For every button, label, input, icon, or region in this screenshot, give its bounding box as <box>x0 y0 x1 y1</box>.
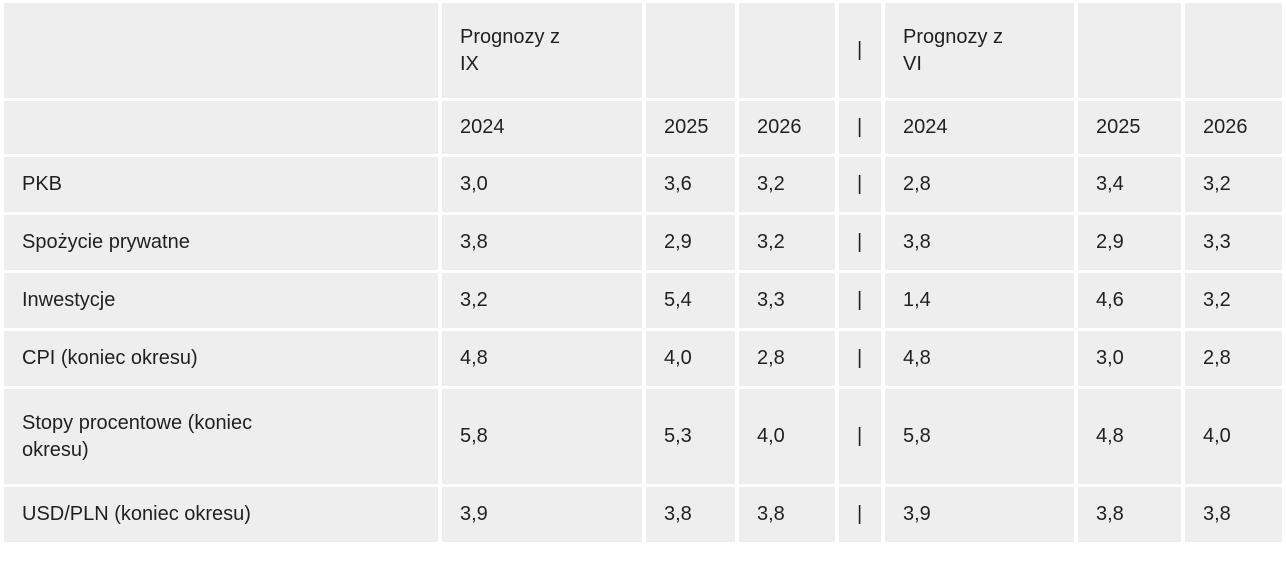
cell-value: 2,8 <box>739 331 835 386</box>
group-header-empty <box>1185 3 1282 98</box>
cell-value: 5,8 <box>442 389 642 484</box>
table-row-inwestycje: Inwestycje 3,2 5,4 3,3 | 1,4 4,6 3,2 <box>4 273 1282 328</box>
cell-value: 3,8 <box>442 215 642 270</box>
year-header-ix-2024: 2024 <box>442 101 642 154</box>
row-label: USD/PLN (koniec okresu) <box>4 487 438 542</box>
row-label: Spożycie prywatne <box>4 215 438 270</box>
year-header-ix-2026: 2026 <box>739 101 835 154</box>
group-header-empty <box>1078 3 1181 98</box>
cell-value: 5,8 <box>885 389 1074 484</box>
year-header-empty <box>4 101 438 154</box>
group-header-empty <box>4 3 438 98</box>
column-separator: | <box>839 273 881 328</box>
cell-value: 4,0 <box>1185 389 1282 484</box>
group-header-prognozy-vi: Prognozy z VI <box>885 3 1074 98</box>
cell-value: 3,0 <box>1078 331 1181 386</box>
cell-value: 3,2 <box>1185 157 1282 212</box>
row-label: CPI (koniec okresu) <box>4 331 438 386</box>
cell-value: 1,4 <box>885 273 1074 328</box>
cell-value: 3,3 <box>1185 215 1282 270</box>
cell-value: 5,3 <box>646 389 735 484</box>
cell-value: 3,8 <box>1078 487 1181 542</box>
cell-value: 3,8 <box>1185 487 1282 542</box>
cell-value: 3,4 <box>1078 157 1181 212</box>
row-label: Inwestycje <box>4 273 438 328</box>
column-separator: | <box>839 101 881 154</box>
table-row-spozycie-prywatne: Spożycie prywatne 3,8 2,9 3,2 | 3,8 2,9 … <box>4 215 1282 270</box>
cell-value: 3,2 <box>1185 273 1282 328</box>
cell-value: 3,0 <box>442 157 642 212</box>
table-row-cpi: CPI (koniec okresu) 4,8 4,0 2,8 | 4,8 3,… <box>4 331 1282 386</box>
table-row-stopy-procentowe: Stopy procentowe (koniec okresu) 5,8 5,3… <box>4 389 1282 484</box>
year-header-vi-2024: 2024 <box>885 101 1074 154</box>
cell-value: 2,8 <box>1185 331 1282 386</box>
table-row-pkb: PKB 3,0 3,6 3,2 | 2,8 3,4 3,2 <box>4 157 1282 212</box>
year-header-row: 2024 2025 2026 | 2024 2025 2026 <box>4 101 1282 154</box>
cell-value: 3,9 <box>442 487 642 542</box>
column-separator: | <box>839 3 881 98</box>
column-separator: | <box>839 157 881 212</box>
year-header-vi-2025: 2025 <box>1078 101 1181 154</box>
cell-value: 3,9 <box>885 487 1074 542</box>
cell-value: 5,4 <box>646 273 735 328</box>
column-separator: | <box>839 331 881 386</box>
cell-value: 3,2 <box>442 273 642 328</box>
cell-value: 2,9 <box>1078 215 1181 270</box>
row-label: PKB <box>4 157 438 212</box>
group-header-row: Prognozy z IX | Prognozy z VI <box>4 3 1282 98</box>
cell-value: 2,8 <box>885 157 1074 212</box>
cell-value: 4,8 <box>1078 389 1181 484</box>
column-separator: | <box>839 487 881 542</box>
group-header-empty <box>646 3 735 98</box>
cell-value: 2,9 <box>646 215 735 270</box>
year-header-vi-2026: 2026 <box>1185 101 1282 154</box>
cell-value: 4,6 <box>1078 273 1181 328</box>
cell-value: 3,8 <box>646 487 735 542</box>
cell-value: 3,8 <box>739 487 835 542</box>
cell-value: 4,0 <box>739 389 835 484</box>
cell-value: 3,6 <box>646 157 735 212</box>
group-header-empty <box>739 3 835 98</box>
cell-value: 4,8 <box>885 331 1074 386</box>
cell-value: 4,8 <box>442 331 642 386</box>
year-header-ix-2025: 2025 <box>646 101 735 154</box>
cell-value: 3,2 <box>739 157 835 212</box>
cell-value: 3,3 <box>739 273 835 328</box>
row-label: Stopy procentowe (koniec okresu) <box>4 389 438 484</box>
group-header-prognozy-ix: Prognozy z IX <box>442 3 642 98</box>
forecast-table: Prognozy z IX | Prognozy z VI 2024 2025 … <box>4 3 1282 542</box>
cell-value: 3,2 <box>739 215 835 270</box>
cell-value: 4,0 <box>646 331 735 386</box>
column-separator: | <box>839 215 881 270</box>
cell-value: 3,8 <box>885 215 1074 270</box>
table-row-usd-pln: USD/PLN (koniec okresu) 3,9 3,8 3,8 | 3,… <box>4 487 1282 542</box>
column-separator: | <box>839 389 881 484</box>
